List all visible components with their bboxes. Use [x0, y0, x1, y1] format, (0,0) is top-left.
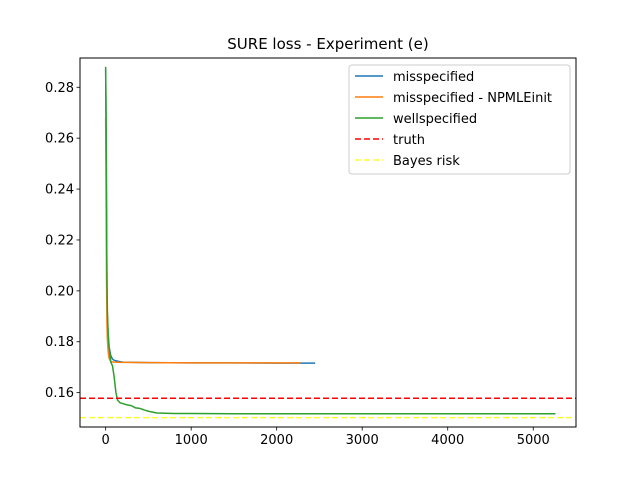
y-tick-label: 0.20 — [45, 284, 74, 299]
y-tick-label: 0.18 — [45, 335, 74, 350]
x-tick-label: 4000 — [431, 433, 464, 448]
series-line-wellspecified — [104, 66, 556, 415]
chart-title: SURE loss - Experiment (e) — [227, 35, 428, 53]
legend-label: truth — [393, 133, 425, 148]
x-axis: 0 1000 2000 3000 4000 5000 — [102, 427, 550, 448]
legend-label: misspecified - NPMLEinit — [393, 91, 552, 106]
legend: misspecified misspecified - NPMLEinit well… — [348, 64, 571, 175]
x-tick-label: 3000 — [346, 433, 379, 448]
x-tick-label: 1000 — [175, 433, 208, 448]
x-tick-label: 0 — [102, 433, 110, 448]
x-tick-label: 2000 — [260, 433, 293, 448]
y-tick-label: 0.24 — [45, 183, 74, 198]
y-tick-label: 0.16 — [45, 386, 74, 401]
y-tick-label: 0.28 — [45, 81, 74, 96]
legend-label: wellspecified — [393, 112, 477, 127]
legend-label: misspecified — [393, 70, 474, 85]
y-tick-label: 0.22 — [45, 233, 74, 248]
y-tick-label: 0.26 — [45, 132, 74, 147]
axes-frame — [79, 57, 577, 428]
y-axis: 0.16 0.18 0.20 0.22 0.24 0.26 0.28 — [45, 81, 80, 401]
legend-box — [348, 64, 571, 175]
x-tick-label: 5000 — [517, 433, 550, 448]
legend-label: Bayes risk — [393, 154, 460, 169]
plot-area — [80, 66, 576, 419]
